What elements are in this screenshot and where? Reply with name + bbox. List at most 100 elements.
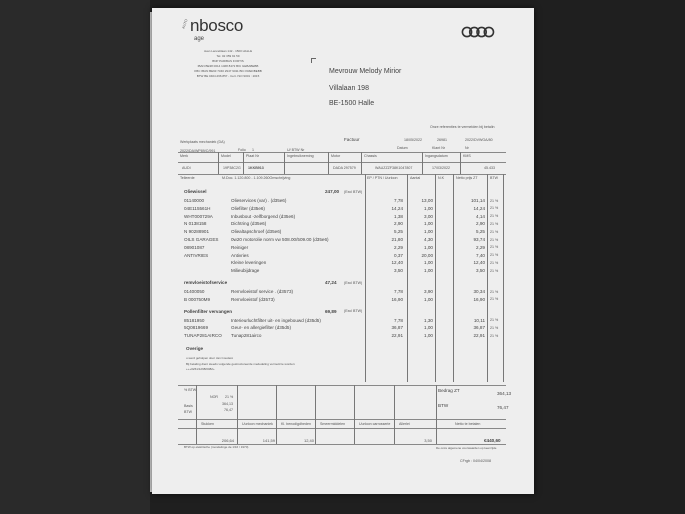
item-quantity: 3,00	[424, 213, 433, 219]
item-unit-price: 16,90	[391, 296, 404, 302]
column-divider	[218, 152, 219, 174]
item-code: 01140000	[184, 198, 205, 203]
item-unit-price: 3,50	[394, 268, 403, 274]
column-divider	[196, 385, 197, 444]
doc-type: Factuur	[344, 137, 360, 142]
doc-ref: CFrgb : 04/04/2008	[460, 459, 491, 463]
btw-total-value: 76,47	[497, 405, 509, 410]
vehicle-label: KMS	[463, 154, 471, 158]
other-line: u werd geholpen door Jan Couderé	[186, 356, 234, 360]
summary-column-value: 206,64	[221, 438, 234, 443]
item-code: N 90288901	[184, 229, 210, 235]
address-line: IBAN BE38 0014 1468 8472 BIC GEBABEBB	[197, 64, 259, 68]
item-net-price: 2,29	[476, 244, 485, 250]
customer-street: Villalaan 198	[329, 85, 369, 92]
base-value: 364,13	[222, 402, 233, 406]
workshop: Werkplaats mechaniek (DA)	[180, 140, 225, 144]
dealer-logo: nbosco	[190, 16, 244, 35]
nr-label: Nr	[465, 146, 469, 150]
item-code: B 000750M9	[184, 296, 211, 302]
order-ref: 2022/DA/WP89/C/991	[180, 149, 216, 153]
section-total-note: (Excl BTW)	[344, 309, 363, 314]
base-label: Basis	[184, 404, 193, 408]
divider	[178, 152, 506, 153]
invoice-number: 2022/DVWGA/80	[465, 138, 493, 142]
item-vat: 21 %	[490, 237, 499, 242]
vehicle-value: AUDI	[182, 166, 191, 170]
item-quantity: 1,00	[424, 221, 433, 227]
references-note: Onze referenties te vermelden bij betali…	[430, 125, 495, 129]
item-unit-price: 12,40	[391, 260, 404, 266]
customer-name: Mevrouw Melody Mirior	[329, 68, 402, 75]
column-divider	[276, 385, 277, 444]
ref-label: Telleerde	[180, 176, 195, 180]
item-quantity: 1,00	[424, 333, 433, 339]
item-description: Reiniger	[231, 244, 249, 250]
item-unit-price: 7,78	[394, 198, 403, 203]
item-unit-price: 5,25	[394, 229, 403, 235]
column-divider	[243, 152, 244, 174]
item-quantity: 4,30	[424, 237, 433, 242]
amount-value: 364,13	[497, 391, 512, 396]
item-unit-price: 1,38	[394, 213, 403, 219]
item-code: N 0138158	[184, 221, 207, 227]
net-total: €440,60	[484, 438, 501, 443]
item-quantity: 1,00	[424, 244, 433, 250]
item-quantity: 1,00	[424, 268, 433, 274]
dealer-logo-sub: age	[194, 36, 205, 42]
item-code: TUNAP281AIRCO	[184, 333, 222, 339]
vat-rate: 21 %	[225, 395, 234, 399]
item-description: Dichtring (d35e6)	[231, 221, 267, 227]
item-net-price: 36,87	[473, 325, 486, 331]
item-vat: 21 %	[490, 297, 499, 302]
column-divider	[460, 152, 461, 174]
column-divider	[453, 174, 454, 382]
item-vat: 21 %	[490, 325, 499, 330]
address-line: KBC IBAN BE93 7340 2947 9011 BIC KREDBEB…	[194, 69, 262, 73]
item-quantity: 1,00	[424, 205, 433, 211]
vehicle-value: WAUZZZF38K1047807	[375, 166, 413, 170]
item-net-price: 7,40	[476, 252, 485, 258]
item-code: 08901087	[184, 244, 205, 250]
item-net-price: 16,90	[473, 296, 486, 302]
item-vat: 21 %	[490, 206, 499, 211]
item-unit-price: 2,90	[394, 221, 403, 227]
btw-label: BTW	[184, 410, 192, 414]
section-total-note: (Excl BTW)	[344, 280, 363, 285]
column-divider	[436, 385, 437, 444]
item-description: Remvloeistof service . (d3573)	[231, 289, 294, 294]
column-divider	[487, 174, 488, 382]
item-description: Interieurluchtfilter uit- en ingebouwd (…	[231, 317, 321, 323]
divider	[178, 174, 506, 175]
column-divider	[354, 385, 355, 444]
item-unit-price: 7,78	[394, 317, 403, 323]
divider	[178, 162, 506, 163]
item-quantity: 1,30	[424, 317, 433, 323]
item-vat: 21 %	[490, 253, 499, 258]
section-title: remvloeistofservice	[184, 280, 228, 285]
item-description: Oliealtapschroef (d35e6)	[231, 229, 282, 235]
column-header: N.K	[438, 176, 444, 180]
column-divider	[237, 385, 238, 444]
vehicle-value: 1KKB913	[248, 166, 264, 170]
vat-code: NOR	[210, 395, 218, 399]
item-unit-price: 36,87	[391, 325, 404, 331]
item-net-price: 4,14	[476, 213, 485, 219]
column-divider	[407, 174, 408, 382]
summary-column-header: Smeermiddelen	[320, 422, 346, 426]
column-header: Aantal	[410, 176, 421, 180]
column-divider	[315, 385, 316, 444]
divider	[178, 428, 506, 429]
item-code: 85181950	[184, 317, 205, 323]
item-vat: 21 %	[490, 268, 499, 273]
item-code: OILS GARAGES	[184, 237, 219, 242]
item-description: Oliefilter (d35e6)	[231, 205, 265, 211]
window-mark	[311, 58, 316, 63]
item-quantity: 1,00	[424, 325, 433, 331]
item-code: 01400050	[184, 289, 205, 294]
summary-column-value: 141,59	[262, 438, 275, 443]
item-net-price: 14,24	[473, 205, 486, 211]
vehicle-label: Ingebruikneming	[287, 154, 314, 158]
divider	[178, 444, 506, 445]
column-divider	[435, 174, 436, 382]
